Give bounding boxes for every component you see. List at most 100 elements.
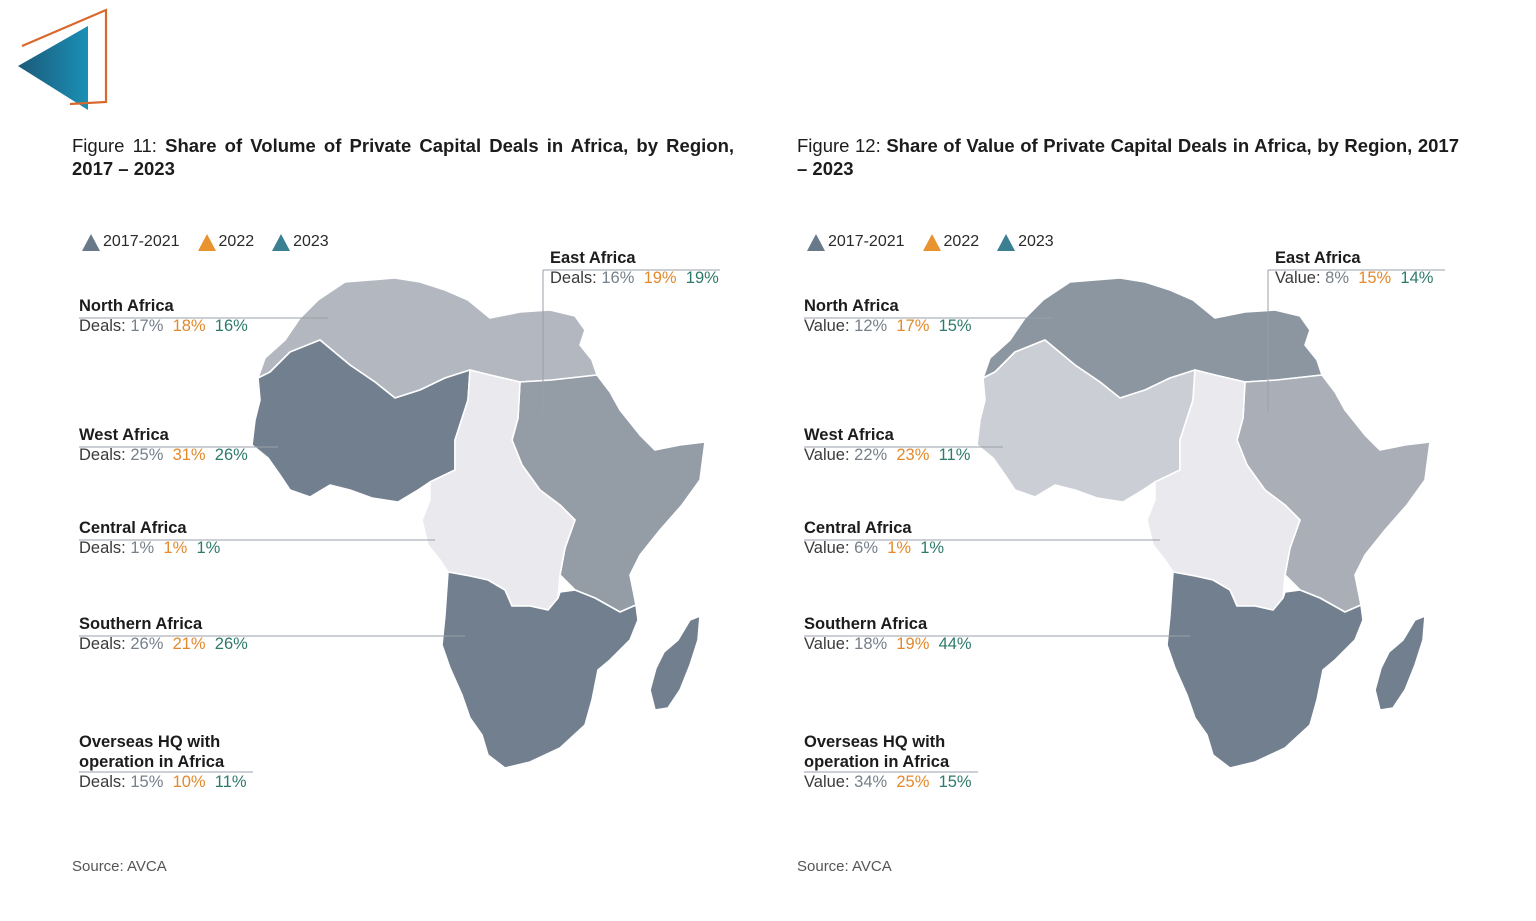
region-name: Southern Africa	[79, 615, 203, 633]
value-2017-2021: 25%	[130, 446, 164, 464]
region-label-east-africa: East Africa Deals: 16% 19% 19%	[550, 248, 719, 288]
metric-label: Deals:	[550, 269, 597, 287]
source-note: Source: AVCA	[72, 858, 167, 875]
legend-item-2017-2021: 2017-2021	[82, 233, 180, 251]
metric-label: Value:	[804, 446, 850, 464]
africa-map	[79, 269, 720, 773]
value-2022: 1%	[163, 539, 188, 557]
value-2022: 10%	[172, 773, 206, 791]
value-2017-2021: 1%	[130, 539, 155, 557]
triangle-icon	[197, 233, 216, 251]
value-2023: 15%	[938, 317, 972, 335]
region-label-central-africa: Central Africa Deals: 1% 1% 1%	[79, 518, 220, 558]
map-region-madagascar	[649, 615, 701, 711]
region-values: Value: 12% 17% 15%	[804, 316, 972, 336]
triangle-icon	[807, 233, 825, 251]
region-name: Overseas HQ with operation in Africa	[804, 733, 950, 771]
region-values: Deals: 17% 18% 16%	[79, 316, 248, 336]
map-region-madagascar	[1374, 615, 1426, 711]
value-2017-2021: 15%	[130, 773, 164, 791]
region-values: Deals: 16% 19% 19%	[550, 268, 719, 288]
region-name: Central Africa	[79, 519, 187, 537]
map-regions	[976, 277, 1431, 769]
region-label-southern-africa: Southern Africa Value: 18% 19% 44%	[804, 614, 972, 654]
source-note: Source: AVCA	[797, 858, 892, 875]
leader-lines	[804, 269, 1445, 773]
legend: 2017-2021 2022 2023	[807, 233, 1072, 251]
region-label-southern-africa: Southern Africa Deals: 26% 21% 26%	[79, 614, 248, 654]
region-values: Deals: 25% 31% 26%	[79, 445, 248, 465]
map-region-southern-africa	[441, 571, 639, 769]
legend-item-2022: 2022	[922, 233, 979, 251]
value-2017-2021: 17%	[130, 317, 164, 335]
value-2023: 1%	[196, 539, 221, 557]
value-2022: 17%	[896, 317, 930, 335]
triangle-icon	[272, 233, 291, 251]
map-regions	[251, 277, 706, 769]
metric-label: Value:	[804, 317, 850, 335]
region-name: North Africa	[804, 297, 899, 315]
figure-title: Figure 11: Share of Volume of Private Ca…	[72, 135, 735, 179]
metric-label: Value:	[1275, 269, 1321, 287]
value-2023: 19%	[685, 269, 719, 287]
triangle-icon	[82, 233, 100, 251]
region-label-west-africa: West Africa Deals: 25% 31% 26%	[79, 425, 248, 465]
metric-label: Deals:	[79, 446, 126, 464]
region-name: Overseas HQ with operation in Africa	[79, 733, 225, 771]
metric-label: Value:	[804, 773, 850, 791]
value-2023: 11%	[214, 773, 247, 791]
region-values: Value: 8% 15% 14%	[1275, 268, 1433, 288]
value-2017-2021: 26%	[130, 635, 164, 653]
region-label-overseas-hq-with-operation-in-africa: Overseas HQ with operation in Africa Deals…	[79, 732, 247, 792]
region-values: Value: 6% 1% 1%	[804, 538, 944, 558]
region-values: Deals: 1% 1% 1%	[79, 538, 220, 558]
metric-label: Deals:	[79, 773, 126, 791]
legend-item-2017-2021: 2017-2021	[807, 233, 905, 251]
metric-label: Value:	[804, 635, 850, 653]
value-2023: 1%	[920, 539, 945, 557]
region-name: East Africa	[1275, 249, 1361, 267]
region-name: Southern Africa	[804, 615, 928, 633]
metric-label: Value:	[804, 539, 850, 557]
region-values: Deals: 26% 21% 26%	[79, 634, 248, 654]
region-label-east-africa: East Africa Value: 8% 15% 14%	[1275, 248, 1433, 288]
brand-logo	[18, 8, 108, 110]
value-2022: 1%	[887, 539, 912, 557]
value-2022: 21%	[172, 635, 206, 653]
region-name: West Africa	[79, 426, 169, 444]
region-name: East Africa	[550, 249, 636, 267]
value-2017-2021: 18%	[854, 635, 888, 653]
metric-label: Deals:	[79, 635, 126, 653]
value-2023: 15%	[938, 773, 972, 791]
map-region-southern-africa	[1166, 571, 1364, 769]
region-values: Value: 34% 25% 15%	[804, 772, 972, 792]
region-values: Value: 22% 23% 11%	[804, 445, 970, 465]
value-2017-2021: 8%	[1325, 269, 1350, 287]
region-label-north-africa: North Africa Deals: 17% 18% 16%	[79, 296, 248, 336]
region-name: North Africa	[79, 297, 174, 315]
region-label-west-africa: West Africa Value: 22% 23% 11%	[804, 425, 970, 465]
metric-label: Deals:	[79, 317, 126, 335]
triangle-icon	[922, 233, 941, 251]
metric-label: Deals:	[79, 539, 126, 557]
africa-map	[804, 269, 1445, 773]
legend: 2017-2021 2022 2023	[82, 233, 347, 251]
value-2022: 18%	[172, 317, 206, 335]
value-2022: 15%	[1358, 269, 1392, 287]
value-2023: 26%	[214, 635, 248, 653]
figure-12-panel: Figure 12: Share of Value of Private Cap…	[725, 0, 1459, 921]
value-2023: 44%	[938, 635, 972, 653]
figure-title: Figure 12: Share of Value of Private Cap…	[797, 135, 1459, 179]
value-2017-2021: 12%	[854, 317, 888, 335]
legend-item-2023: 2023	[272, 233, 329, 251]
legend-item-2022: 2022	[197, 233, 254, 251]
region-name: Central Africa	[804, 519, 912, 537]
value-2022: 31%	[172, 446, 206, 464]
triangle-icon	[997, 233, 1016, 251]
value-2023: 16%	[214, 317, 248, 335]
value-2017-2021: 22%	[854, 446, 888, 464]
value-2017-2021: 34%	[854, 773, 888, 791]
region-label-north-africa: North Africa Value: 12% 17% 15%	[804, 296, 972, 336]
value-2022: 19%	[643, 269, 677, 287]
region-label-overseas-hq-with-operation-in-africa: Overseas HQ with operation in Africa Value…	[804, 732, 972, 792]
